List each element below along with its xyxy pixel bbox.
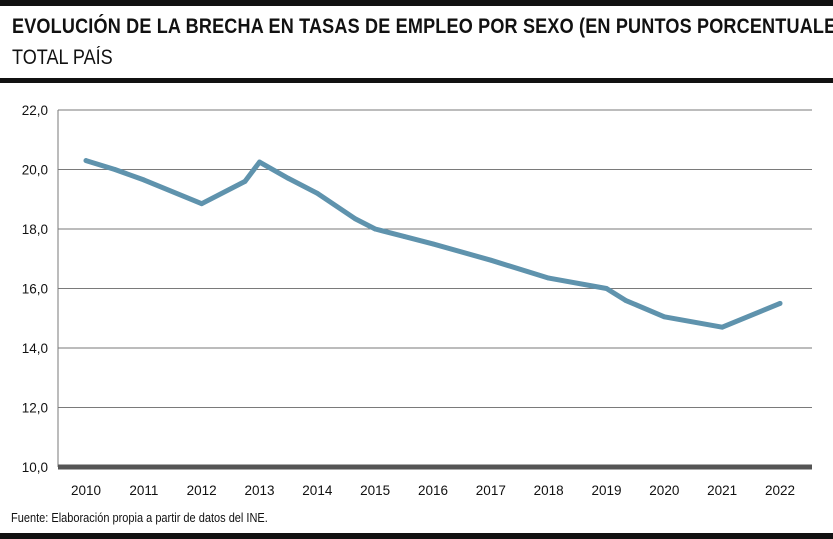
y-tick-label: 12,0 (22, 401, 48, 416)
x-tick-label: 2020 (649, 483, 679, 498)
series-layer (83, 158, 783, 330)
x-tick-label: 2012 (187, 483, 217, 498)
data-point (286, 176, 291, 181)
y-tick-label: 10,0 (22, 460, 48, 475)
y-tick-label: 16,0 (22, 282, 48, 297)
bottom-rule (0, 533, 833, 539)
x-tick-label: 2019 (591, 483, 621, 498)
data-point (430, 241, 436, 247)
data-point (372, 226, 378, 232)
x-tick-label: 2010 (71, 483, 101, 498)
data-point (257, 159, 262, 165)
data-point (401, 234, 407, 239)
x-tick-label: 2018 (534, 483, 564, 498)
grid-layer (57, 109, 812, 470)
header-rule (0, 78, 833, 83)
data-point (83, 158, 89, 163)
data-point (488, 257, 494, 263)
data-point (314, 190, 320, 196)
x-tick-label: 2015 (360, 483, 390, 498)
chart-title: EVOLUCIÓN DE LA BRECHA EN TASAS DE EMPLE… (12, 15, 833, 38)
data-point (546, 275, 552, 281)
data-point (242, 179, 248, 184)
data-point (719, 324, 725, 330)
source-note: Fuente: Elaboración propia a partir de d… (11, 511, 268, 525)
y-tick-label: 18,0 (22, 222, 48, 237)
data-point (661, 314, 667, 320)
top-rule (0, 0, 833, 6)
data-point (141, 177, 147, 183)
x-tick-label: 2022 (765, 483, 795, 498)
data-point (112, 167, 118, 172)
y-axis-ticks: 10,0 12,0 14,0 16,0 18,0 20,0 22,0 (22, 103, 48, 475)
data-point (352, 216, 358, 221)
data-point (199, 201, 205, 207)
x-tick-label: 2014 (302, 483, 333, 498)
data-point (604, 286, 609, 291)
x-tick-label: 2013 (244, 483, 274, 498)
data-point (623, 298, 628, 303)
x-tick-label: 2021 (707, 483, 737, 498)
data-point (777, 300, 783, 306)
x-tick-label: 2011 (129, 483, 158, 498)
x-axis-ticks: 2010 2011 2012 2013 2014 2015 2016 2017 2018 2019… (71, 483, 795, 498)
x-tick-label: 2016 (418, 483, 448, 498)
x-tick-label: 2017 (476, 483, 506, 498)
chart-subtitle: TOTAL PAÍS (12, 46, 113, 69)
y-tick-label: 22,0 (22, 103, 48, 118)
y-tick-label: 20,0 (22, 163, 48, 178)
y-tick-label: 14,0 (22, 341, 48, 356)
